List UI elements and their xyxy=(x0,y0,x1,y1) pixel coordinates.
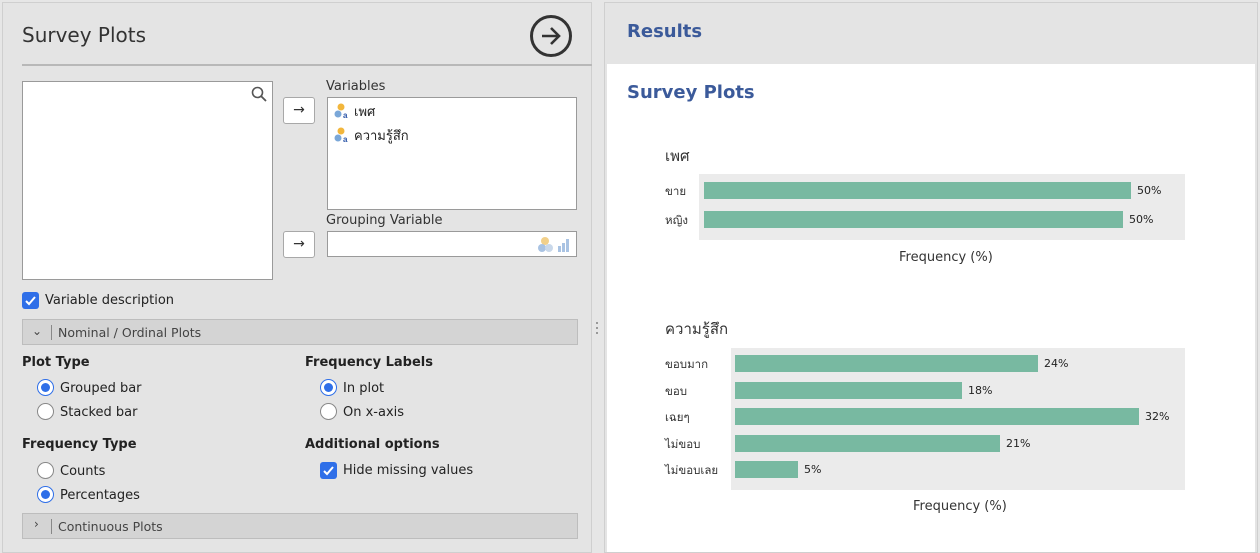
section-label: Continuous Plots xyxy=(58,519,163,534)
results-panel: Results Survey Plots เพศขาย 50% หญิง 50% Fre… xyxy=(604,2,1258,553)
grouped-bar-label: Grouped bar xyxy=(60,381,142,396)
section-label: Nominal / Ordinal Plots xyxy=(58,325,202,340)
variable-description-checkbox[interactable] xyxy=(22,292,39,309)
on-x-axis-radio[interactable] xyxy=(320,403,337,420)
bar xyxy=(735,408,1139,425)
title-divider xyxy=(22,64,592,66)
data-label: 21% xyxy=(1006,436,1031,450)
results-body: Survey Plots เพศขาย 50% หญิง 50% Frequency (… xyxy=(607,64,1255,552)
percentages-label: Percentages xyxy=(60,488,140,503)
panel-splitter[interactable] xyxy=(595,322,599,340)
run-arrow-button[interactable] xyxy=(530,15,572,57)
counts-radio[interactable] xyxy=(37,462,54,479)
nominal-variable-icon: a xyxy=(334,103,348,119)
in-plot-label: In plot xyxy=(343,381,385,396)
counts-label: Counts xyxy=(60,464,106,479)
in-plot-radio[interactable] xyxy=(320,379,337,396)
nominal-variable-icon: a xyxy=(334,127,348,143)
hide-missing-checkbox[interactable] xyxy=(320,462,337,479)
search-icon[interactable] xyxy=(251,86,267,102)
source-variable-list[interactable] xyxy=(22,81,273,280)
svg-text:a: a xyxy=(343,111,348,119)
category-label: ขาย xyxy=(665,184,687,198)
continuous-plots-section[interactable]: › Continuous Plots xyxy=(22,513,578,539)
category-label: เฉยๆ xyxy=(665,410,690,424)
data-label: 50% xyxy=(1137,184,1162,197)
results-subtitle: Survey Plots xyxy=(627,82,755,103)
category-label: หญิง xyxy=(665,213,688,227)
nominal-ordinal-section[interactable]: ⌄ Nominal / Ordinal Plots xyxy=(22,319,578,345)
grouping-variable-field[interactable] xyxy=(327,231,577,257)
additional-options-title: Additional options xyxy=(305,437,440,452)
bar xyxy=(735,434,1000,452)
divider xyxy=(51,519,52,534)
stacked-bar-label: Stacked bar xyxy=(60,405,138,420)
move-to-variables-button[interactable]: → xyxy=(283,97,315,124)
chevron-right-icon: › xyxy=(34,517,39,531)
checkmark-icon xyxy=(323,466,334,476)
list-item[interactable]: a ความรู้สึก xyxy=(334,125,409,145)
options-panel: Survey Plots → Variables a เพศ a xyxy=(2,2,592,553)
frequency-type-title: Frequency Type xyxy=(22,437,137,452)
data-label: 24% xyxy=(1044,357,1069,370)
category-label: ขอบมาก xyxy=(665,357,709,371)
x-axis-label: Frequency (%) xyxy=(899,250,993,265)
bar xyxy=(704,211,1123,228)
checkmark-icon xyxy=(25,296,36,306)
data-label: 18% xyxy=(968,383,993,397)
chevron-down-icon: ⌄ xyxy=(32,324,43,338)
bar xyxy=(735,381,962,399)
variable-type-icon xyxy=(538,237,569,252)
data-label: 32% xyxy=(1145,410,1170,423)
options-title: Survey Plots xyxy=(22,23,147,47)
variables-label: Variables xyxy=(326,79,386,94)
variables-list[interactable]: a เพศ a ความรู้สึก xyxy=(327,97,577,210)
bar xyxy=(735,355,1038,372)
category-label: ไม่ขอบ xyxy=(665,436,701,451)
frequency-labels-title: Frequency Labels xyxy=(305,355,433,370)
stacked-bar-radio[interactable] xyxy=(37,403,54,420)
move-to-grouping-button[interactable]: → xyxy=(283,231,315,258)
variable-description-label: Variable description xyxy=(45,293,175,308)
data-label: 5% xyxy=(804,463,822,476)
x-axis-label: Frequency (%) xyxy=(913,499,1007,514)
grouping-variable-label: Grouping Variable xyxy=(326,213,443,228)
chart-title: เพศ xyxy=(665,147,690,165)
variable-name: เพศ xyxy=(354,104,376,120)
percentages-radio[interactable] xyxy=(37,486,54,503)
category-label: ขอบ xyxy=(665,383,688,398)
on-x-axis-label: On x-axis xyxy=(343,405,405,420)
chart-title: ความรู้สึก xyxy=(665,320,729,338)
svg-text:a: a xyxy=(343,135,348,143)
category-label: ไม่ขอบเลย xyxy=(665,463,719,477)
divider xyxy=(51,325,52,340)
bar xyxy=(704,182,1131,199)
grouped-bar-radio[interactable] xyxy=(37,379,54,396)
bar xyxy=(735,461,798,478)
plot-type-title: Plot Type xyxy=(22,355,90,370)
list-item[interactable]: a เพศ xyxy=(334,101,375,121)
variable-name: ความรู้สึก xyxy=(354,128,409,144)
data-label: 50% xyxy=(1129,213,1154,226)
results-title: Results xyxy=(627,21,703,42)
hide-missing-label: Hide missing values xyxy=(343,463,474,478)
arrow-right-icon xyxy=(542,27,561,45)
